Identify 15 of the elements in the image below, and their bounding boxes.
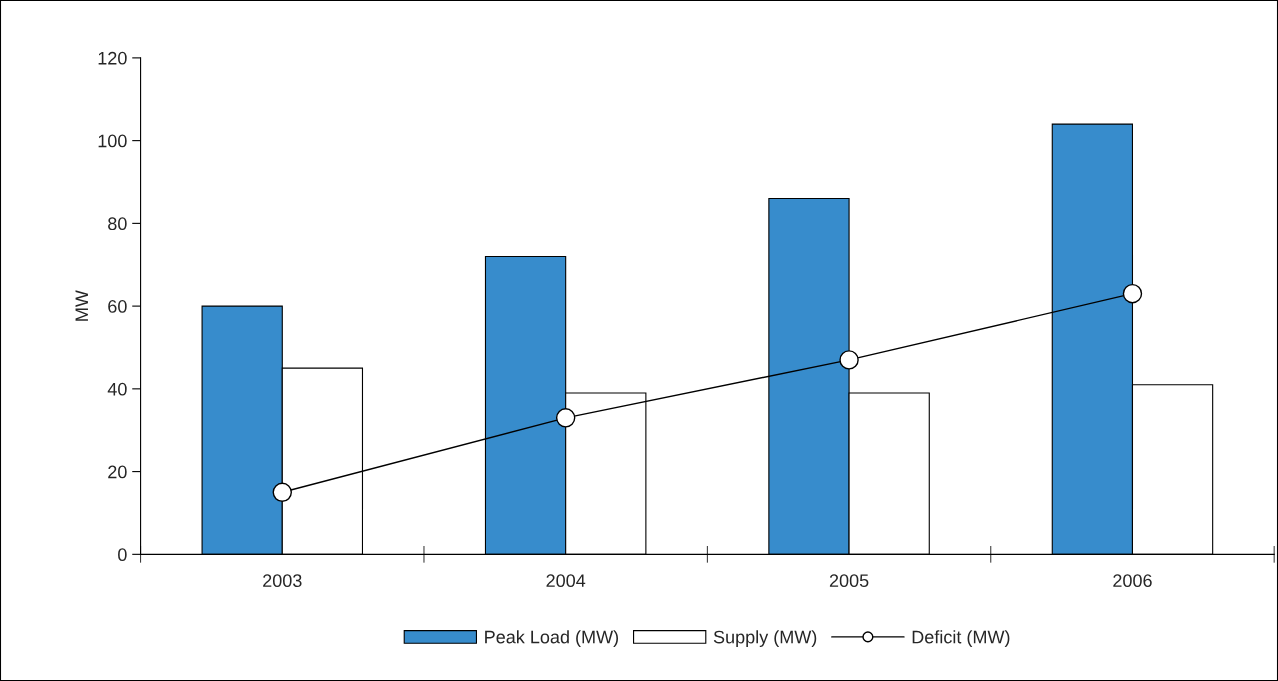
legend-label: Peak Load (MW) (485, 630, 619, 647)
legend-label: Supply (MW) (713, 630, 817, 647)
y-axis-title: MW (75, 290, 88, 321)
legend-label: Deficit (MW) (912, 630, 1010, 647)
y-tick-label: 100 (98, 134, 127, 148)
x-tick-label: 2005 (829, 574, 869, 588)
y-tick-label: 80 (108, 217, 127, 231)
y-tick-label: 120 (98, 51, 127, 65)
x-tick-label: 2006 (1113, 574, 1152, 588)
x-tick-label: 2003 (263, 574, 302, 588)
x-tick-label: 2004 (546, 574, 586, 588)
y-tick-label: 40 (107, 382, 127, 396)
y-tick-label: 60 (108, 300, 127, 313)
y-tick-label: 20 (108, 465, 127, 479)
y-tick-label: 0 (118, 548, 127, 562)
